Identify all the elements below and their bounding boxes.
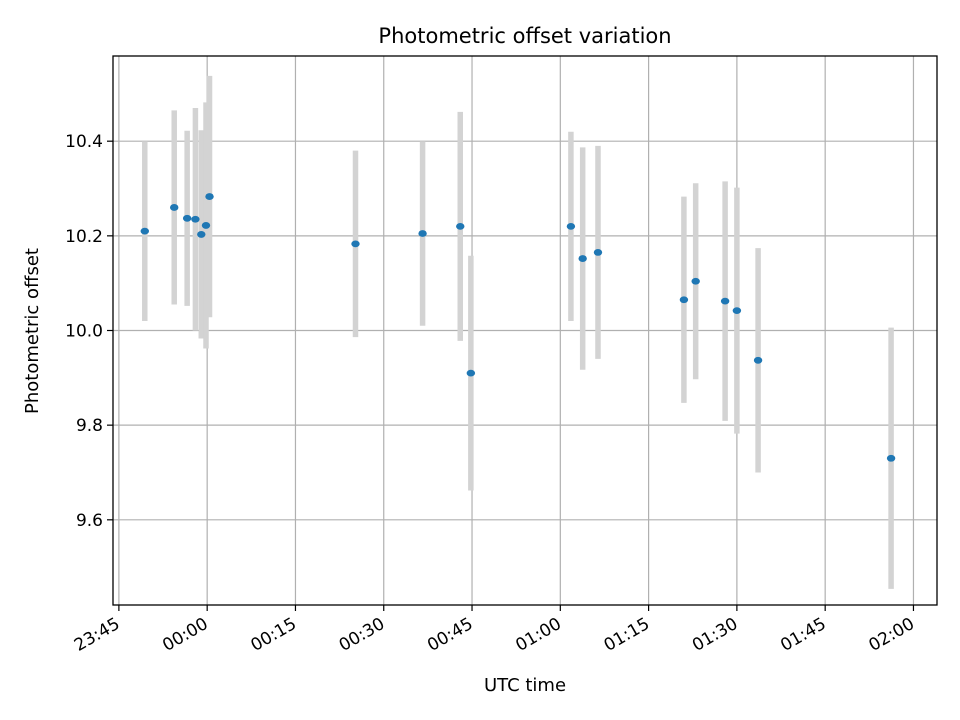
data-point xyxy=(886,454,896,462)
y-tick-label: 10.2 xyxy=(65,227,103,247)
data-point xyxy=(679,296,689,304)
data-point xyxy=(191,215,200,223)
data-point xyxy=(140,227,149,235)
data-points xyxy=(140,193,896,462)
data-point xyxy=(593,249,603,256)
data-point xyxy=(418,230,427,237)
data-point xyxy=(182,214,192,222)
y-tick-label: 10.0 xyxy=(65,322,103,342)
data-point xyxy=(456,222,465,230)
data-point xyxy=(205,193,214,200)
data-point xyxy=(753,356,763,364)
data-point xyxy=(466,369,476,377)
data-point xyxy=(566,222,576,230)
x-axis-label: UTC time xyxy=(484,675,566,696)
data-point xyxy=(720,297,730,305)
data-point xyxy=(197,231,206,238)
data-point xyxy=(691,277,700,285)
data-point xyxy=(732,307,742,315)
y-tick-label: 9.6 xyxy=(76,511,103,531)
data-point xyxy=(578,255,587,262)
data-point xyxy=(351,240,360,248)
y-tick-label: 9.8 xyxy=(76,416,103,436)
chart-title: Photometric offset variation xyxy=(378,24,671,48)
data-point xyxy=(170,204,179,211)
data-point xyxy=(201,222,211,229)
y-axis-label: Photometric offset xyxy=(22,248,43,414)
y-tick-label: 10.4 xyxy=(65,132,103,152)
